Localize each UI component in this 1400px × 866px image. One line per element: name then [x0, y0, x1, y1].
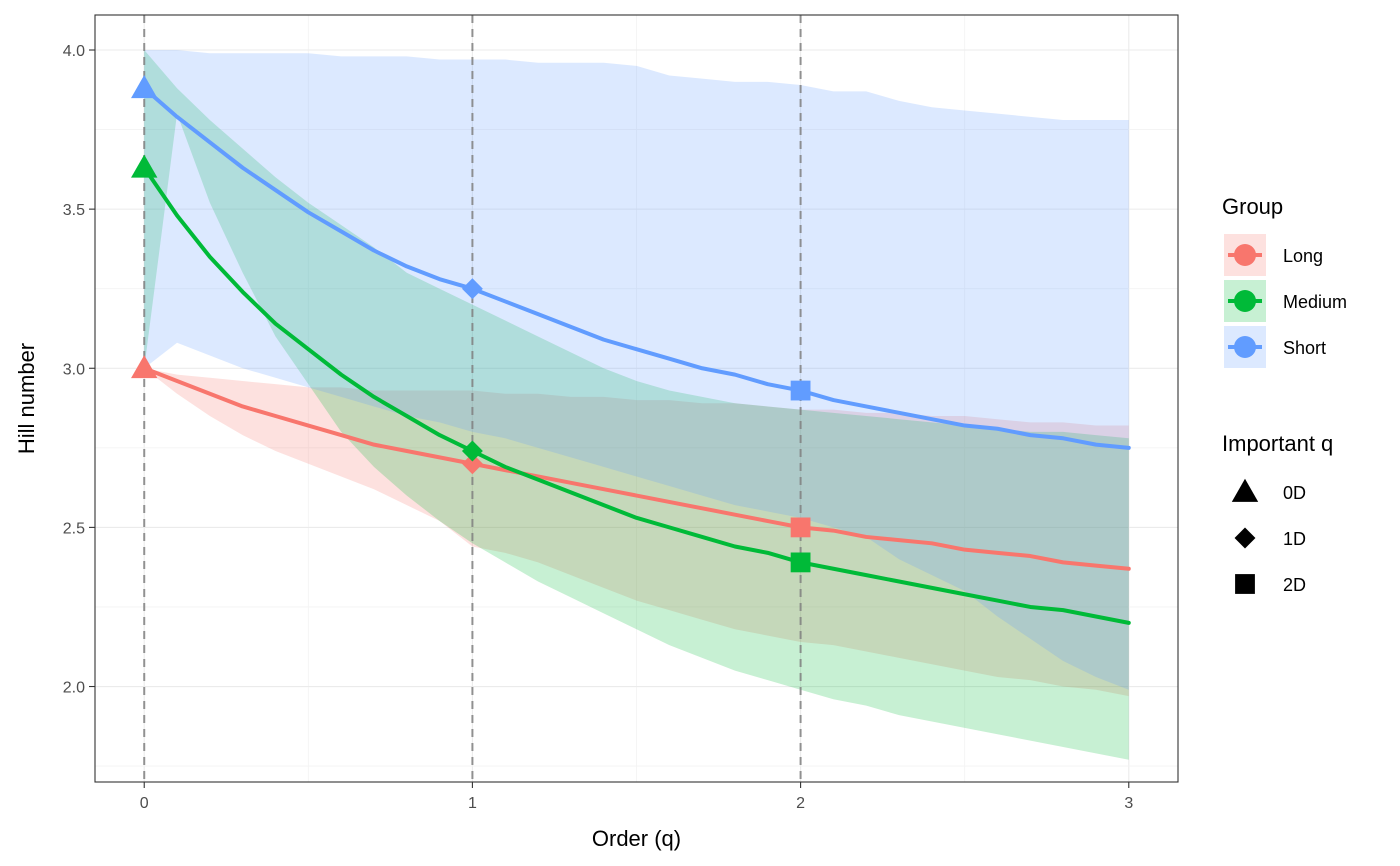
series-lines	[142, 86, 1131, 625]
band-medium	[144, 50, 1129, 760]
confidence-bands	[144, 50, 1129, 760]
legend-label-medium: Medium	[1283, 292, 1347, 312]
y-tick-label: 4.0	[63, 43, 85, 60]
line-medium	[142, 165, 1131, 625]
y-tick-label: 3.0	[63, 361, 85, 378]
point-long-0d	[131, 355, 158, 379]
point-short-2d	[790, 380, 811, 401]
legend-dot-medium	[1234, 290, 1256, 312]
legend-shape-title: Important q	[1222, 431, 1333, 456]
legend-label-long: Long	[1283, 246, 1323, 266]
legend-label-2d: 2D	[1283, 575, 1306, 595]
y-axis-title: Hill number	[14, 343, 39, 454]
legend-label-0d: 0D	[1283, 483, 1306, 503]
band-short	[144, 50, 1129, 690]
point-medium-1d	[461, 440, 483, 462]
x-tick-label: 1	[468, 795, 477, 812]
point-long-1d	[461, 453, 483, 475]
point-short-0d	[131, 74, 158, 99]
point-medium-2d	[790, 552, 811, 573]
y-tick-label: 2.0	[63, 680, 85, 697]
legend-dot-long	[1234, 244, 1256, 266]
legend-triangle-icon	[1231, 478, 1259, 502]
panel-border	[94, 14, 1179, 783]
important-q-points	[131, 74, 811, 573]
line-short	[142, 86, 1131, 450]
legend-square-icon	[1235, 574, 1255, 594]
legend-label-1d: 1D	[1283, 529, 1306, 549]
band-long	[144, 368, 1129, 697]
point-medium-0d	[131, 154, 158, 178]
x-tick-label: 3	[1124, 795, 1133, 812]
point-short-1d	[461, 278, 483, 300]
legend-label-short: Short	[1283, 338, 1326, 358]
axes: 0 1 2 3 2.0 2.5 3.0 3.5 4.0	[63, 43, 1134, 812]
legend-group-title: Group	[1222, 194, 1283, 219]
point-long-2d	[790, 517, 811, 538]
y-tick-label: 2.5	[63, 520, 85, 537]
line-long	[142, 366, 1131, 571]
x-tick-label: 2	[796, 795, 805, 812]
legend: Group Important q Long Medium Short 0D 1D 2D	[1222, 194, 1347, 595]
legend-diamond-icon	[1234, 527, 1256, 549]
x-axis-title: Order (q)	[592, 826, 681, 851]
legend-dot-short	[1234, 336, 1256, 358]
y-tick-label: 3.5	[63, 202, 85, 219]
x-tick-label: 0	[140, 795, 149, 812]
